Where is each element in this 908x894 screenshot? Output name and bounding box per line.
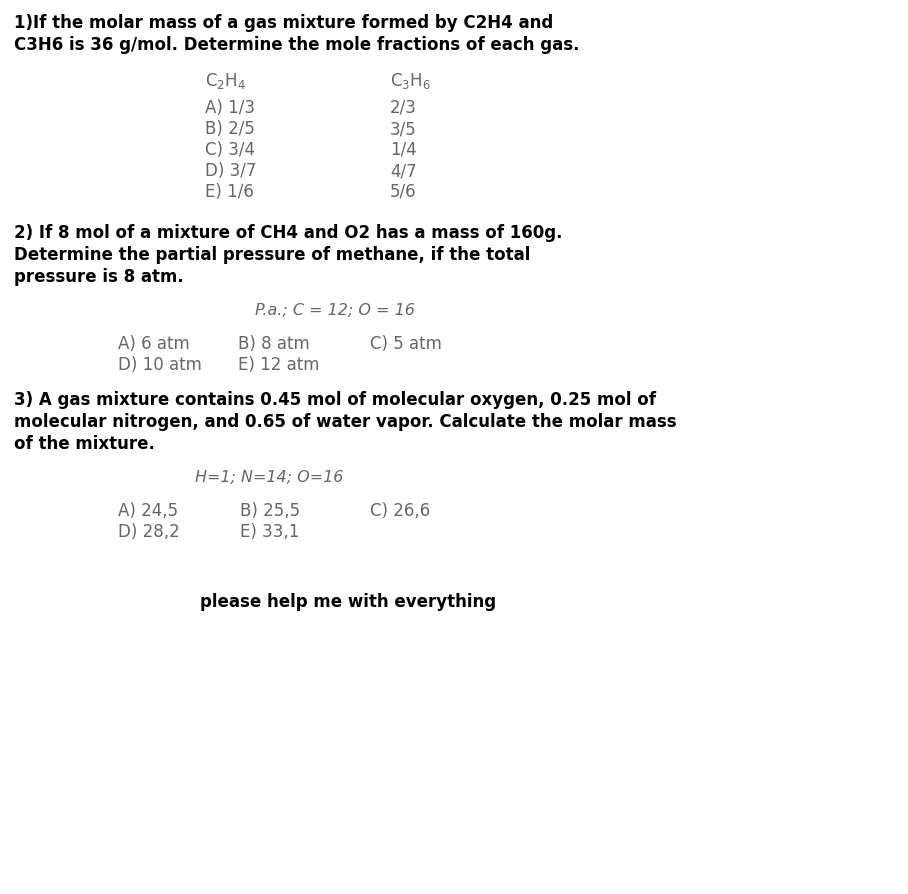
Text: D) 3/7: D) 3/7 bbox=[205, 162, 256, 180]
Text: 1)If the molar mass of a gas mixture formed by C2H4 and: 1)If the molar mass of a gas mixture for… bbox=[14, 14, 553, 32]
Text: C) 3/4: C) 3/4 bbox=[205, 141, 255, 159]
Text: H=1; N=14; O=16: H=1; N=14; O=16 bbox=[195, 470, 343, 485]
Text: 5/6: 5/6 bbox=[390, 183, 417, 201]
Text: 2/3: 2/3 bbox=[390, 99, 417, 117]
Text: $\mathrm{C_3H_6}$: $\mathrm{C_3H_6}$ bbox=[390, 71, 431, 91]
Text: C) 5 atm: C) 5 atm bbox=[370, 335, 442, 353]
Text: 3/5: 3/5 bbox=[390, 120, 417, 138]
Text: B) 25,5: B) 25,5 bbox=[240, 502, 301, 520]
Text: C) 26,6: C) 26,6 bbox=[370, 502, 430, 520]
Text: 4/7: 4/7 bbox=[390, 162, 417, 180]
Text: 3) A gas mixture contains 0.45 mol of molecular oxygen, 0.25 mol of: 3) A gas mixture contains 0.45 mol of mo… bbox=[14, 391, 656, 409]
Text: B) 8 atm: B) 8 atm bbox=[238, 335, 310, 353]
Text: A) 6 atm: A) 6 atm bbox=[118, 335, 190, 353]
Text: P.a.; C = 12; O = 16: P.a.; C = 12; O = 16 bbox=[255, 303, 415, 318]
Text: molecular nitrogen, and 0.65 of water vapor. Calculate the molar mass: molecular nitrogen, and 0.65 of water va… bbox=[14, 413, 676, 431]
Text: $\mathrm{C_2H_4}$: $\mathrm{C_2H_4}$ bbox=[205, 71, 246, 91]
Text: A) 24,5: A) 24,5 bbox=[118, 502, 178, 520]
Text: 1/4: 1/4 bbox=[390, 141, 417, 159]
Text: A) 1/3: A) 1/3 bbox=[205, 99, 255, 117]
Text: please help me with everything: please help me with everything bbox=[200, 593, 496, 611]
Text: Determine the partial pressure of methane, if the total: Determine the partial pressure of methan… bbox=[14, 246, 530, 264]
Text: C3H6 is 36 g/mol. Determine the mole fractions of each gas.: C3H6 is 36 g/mol. Determine the mole fra… bbox=[14, 36, 579, 54]
Text: D) 10 atm: D) 10 atm bbox=[118, 356, 202, 374]
Text: D) 28,2: D) 28,2 bbox=[118, 523, 180, 541]
Text: of the mixture.: of the mixture. bbox=[14, 435, 155, 453]
Text: E) 12 atm: E) 12 atm bbox=[238, 356, 320, 374]
Text: E) 1/6: E) 1/6 bbox=[205, 183, 254, 201]
Text: pressure is 8 atm.: pressure is 8 atm. bbox=[14, 268, 183, 286]
Text: B) 2/5: B) 2/5 bbox=[205, 120, 255, 138]
Text: 2) If 8 mol of a mixture of CH4 and O2 has a mass of 160g.: 2) If 8 mol of a mixture of CH4 and O2 h… bbox=[14, 224, 562, 242]
Text: E) 33,1: E) 33,1 bbox=[240, 523, 300, 541]
